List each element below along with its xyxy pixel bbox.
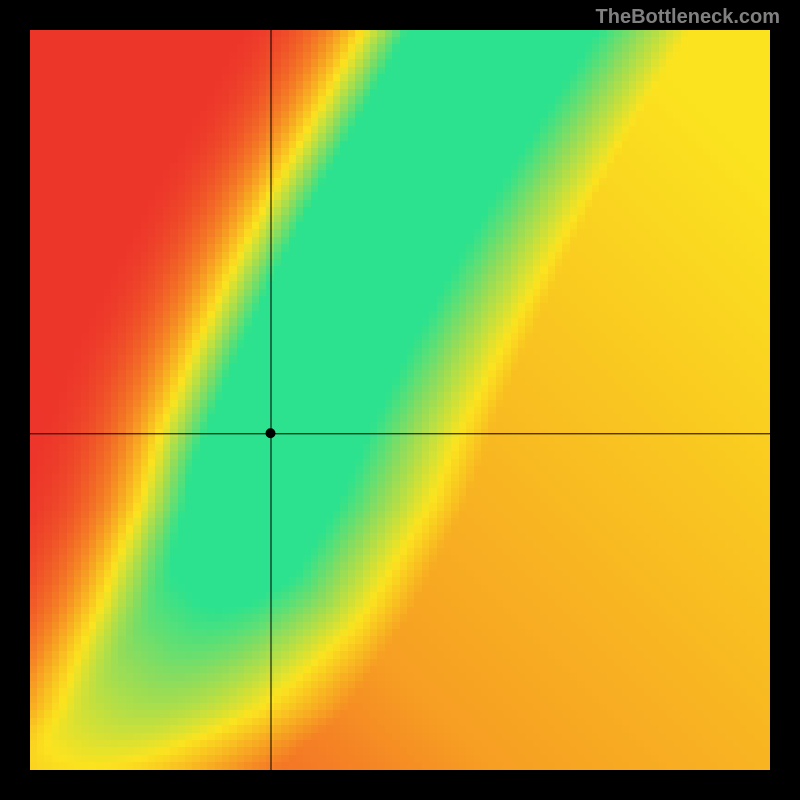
chart-container: TheBottleneck.com [0,0,800,800]
heatmap-plot-area [30,30,770,770]
heatmap-canvas [30,30,770,770]
watermark-text: TheBottleneck.com [596,6,780,29]
